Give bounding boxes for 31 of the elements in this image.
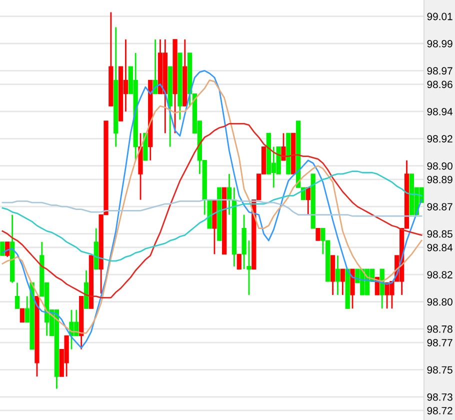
- line-series: [2, 170, 422, 262]
- y-tick-label: 98.90: [427, 162, 452, 170]
- candlestick: [236, 254, 242, 270]
- y-tick-label: 98.84: [427, 244, 453, 252]
- y-tick-label: 98.87: [427, 203, 452, 210]
- y-tick-label: 98.82: [427, 271, 452, 278]
- candlestick: [246, 240, 252, 296]
- y-tick-label: 98.97: [427, 67, 452, 75]
- y-tick-label: 98.80: [427, 298, 452, 306]
- y-tick-label: 98.72: [427, 406, 452, 414]
- y-tick-label: 98.99: [427, 40, 452, 48]
- candlestick: [316, 228, 320, 242]
- y-tick-label: 98.92: [427, 135, 452, 143]
- y-tick-label: 98.89: [427, 176, 452, 184]
- candlestick: [226, 173, 232, 216]
- candlestick: [281, 132, 286, 162]
- y-tick-label: 98.96: [427, 80, 452, 88]
- candlestick: [20, 308, 25, 322]
- line-series: [2, 122, 422, 298]
- candlestick: [335, 254, 340, 296]
- y-tick-label: 98.73: [427, 393, 452, 401]
- candlestick: [0, 241, 5, 256]
- y-tick-label: 98.77: [427, 339, 452, 346]
- candlestick: [14, 282, 20, 310]
- y-tick-label: 99.01: [427, 12, 452, 20]
- y-tick-label: 98.78: [427, 325, 452, 333]
- y-tick-label: 98.94: [427, 108, 453, 116]
- y-tick-label: 98.85: [427, 230, 452, 238]
- candlestick: [340, 268, 345, 296]
- candlestick: [306, 186, 310, 216]
- y-tick-label: 98.75: [427, 366, 452, 374]
